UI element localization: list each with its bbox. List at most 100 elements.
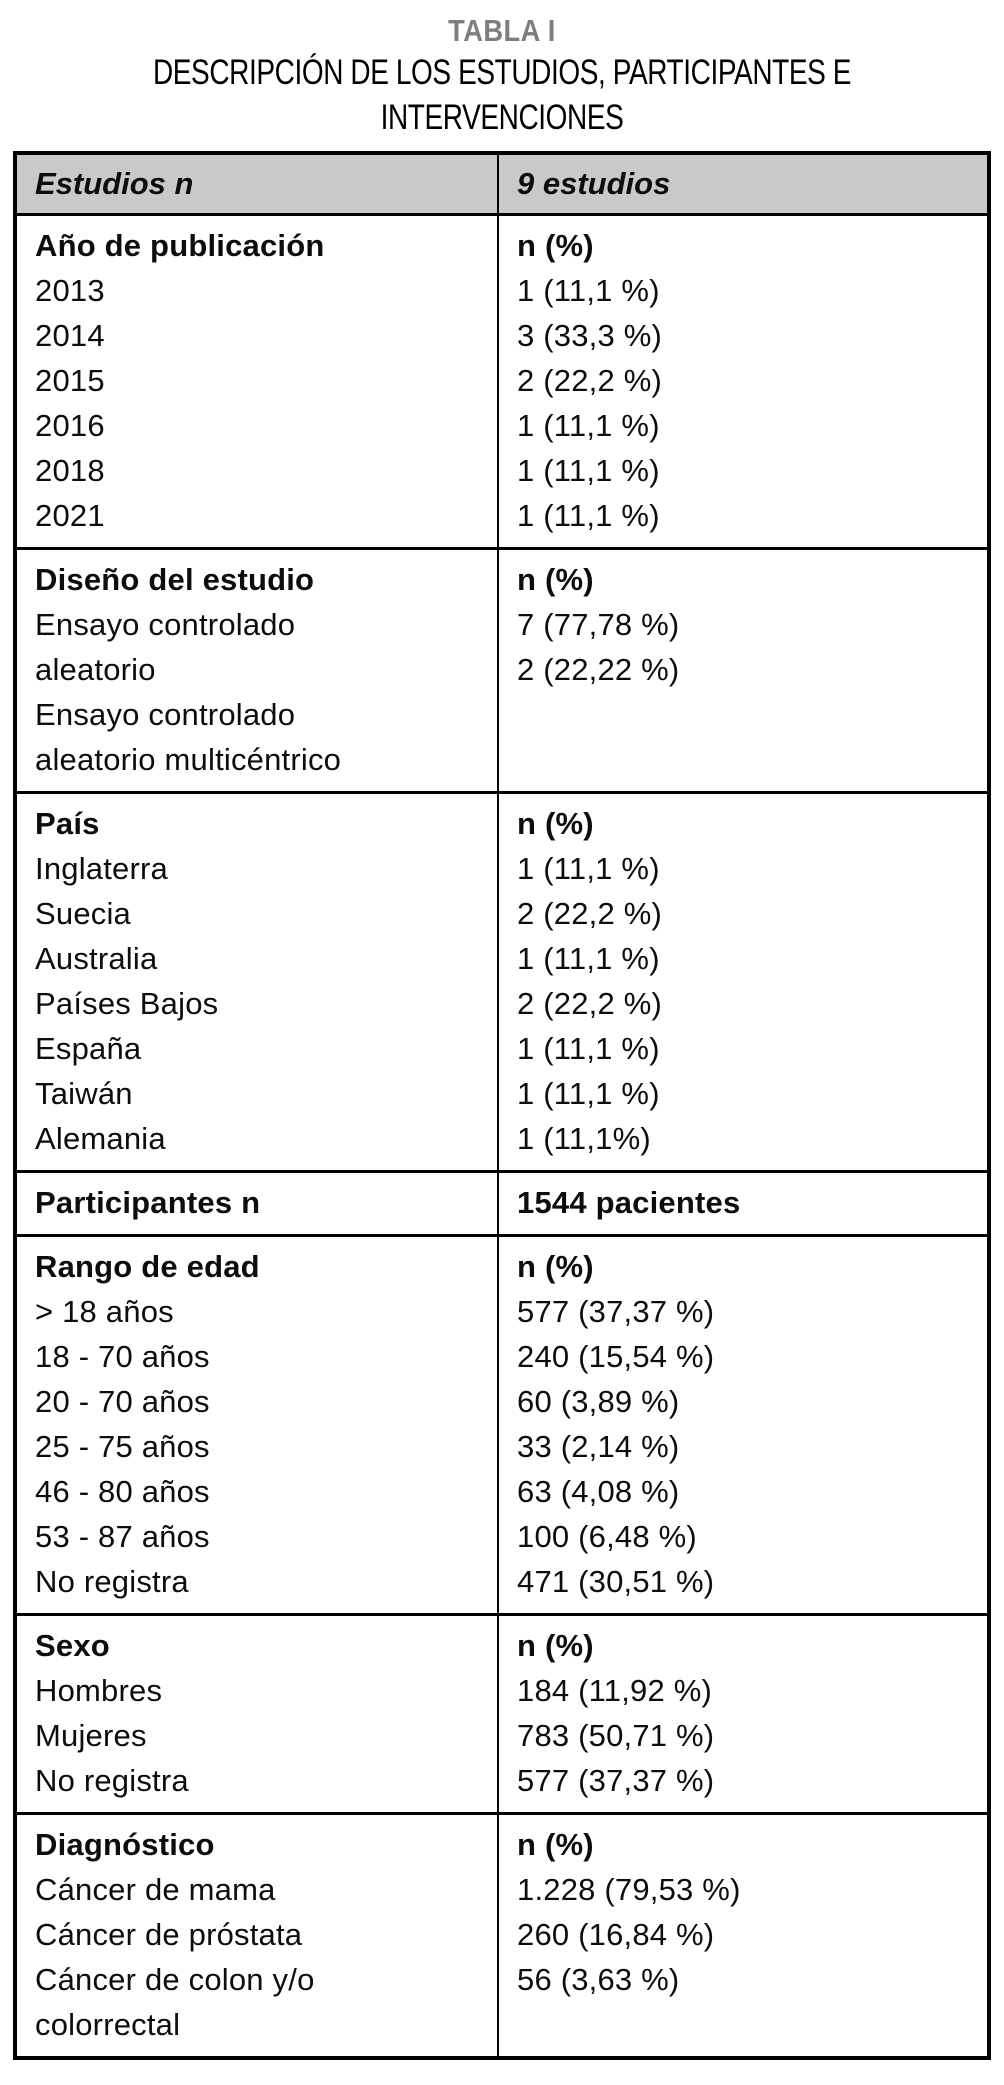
row-label: Sexo: [35, 1628, 110, 1663]
row-value: 33 (2,14 %): [517, 1429, 680, 1464]
table-title: TABLA I: [448, 13, 556, 48]
section-pais-right-cell: n (%) 1 (11,1 %) 2 (22,2 %) 1 (11,1 %) 2 (22…: [498, 791, 989, 1172]
section-row-pais: País Inglaterra Suecia Australia Países Bajo…: [15, 791, 989, 1172]
row-category: Cáncer de próstata: [35, 1917, 303, 1952]
table-body: Año de publicación 2013 2014 2015 2016 2018 20…: [15, 214, 989, 2058]
column-subheader: n (%): [517, 1827, 594, 1862]
row-value: 1 (11,1 %): [517, 273, 660, 308]
row-value: 1544 pacientes: [517, 1185, 741, 1220]
row-category: España: [35, 1031, 142, 1066]
row-category: Suecia: [35, 896, 131, 931]
column-subheader: n (%): [517, 562, 594, 597]
row-value: 1 (11,1 %): [517, 941, 660, 976]
studies-description-table: Estudios n 9 estudios Año de publicación…: [13, 151, 991, 2060]
table-subtitle: DESCRIPCIÓN DE LOS ESTUDIOS, PARTICIPANT…: [100, 50, 903, 140]
row-category: Inglaterra: [35, 851, 168, 886]
row-value: 3 (33,3 %): [517, 318, 663, 353]
section-row-ano-de-publicacion: Año de publicación 2013 2014 2015 2016 2018 20…: [15, 214, 989, 549]
row-value: 100 (6,48 %): [517, 1519, 697, 1554]
table-subtitle-line2: INTERVENCIONES: [380, 98, 624, 137]
section-participantes-right-cell: 1544 pacientes: [498, 1170, 989, 1236]
row-value: 1 (11,1 %): [517, 1076, 660, 1111]
section-sexo-right-cell: n (%) 184 (11,92 %) 783 (50,71 %) 577 (37,3…: [498, 1613, 989, 1814]
row-category: Países Bajos: [35, 986, 219, 1021]
table-caption: TABLA I DESCRIPCIÓN DE LOS ESTUDIOS, PAR…: [0, 0, 1004, 140]
section-row-diseno-del-estudio: Diseño del estudio Ensayo controlado aleat…: [15, 547, 989, 793]
row-value: 1.228 (79,53 %): [517, 1872, 741, 1907]
section-ano-de-publicacion-left-cell: Año de publicación 2013 2014 2015 2016 2018 20…: [15, 214, 499, 549]
row-value: 60 (3,89 %): [517, 1384, 680, 1419]
section-diagnostico-right-cell: n (%) 1.228 (79,53 %) 260 (16,84 %) 56 (3,6…: [498, 1812, 989, 2058]
row-category: No registra: [35, 1763, 189, 1798]
row-value: 1 (11,1%): [517, 1121, 651, 1156]
row-value: 63 (4,08 %): [517, 1474, 680, 1509]
row-label: Año de publicación: [35, 228, 325, 263]
row-value: 783 (50,71 %): [517, 1718, 715, 1753]
row-value: 471 (30,51 %): [517, 1564, 715, 1599]
section-row-participantes: Participantes n 1544 pacientes: [15, 1170, 989, 1236]
row-category: 2021: [35, 498, 105, 533]
section-diseno-del-estudio-right-cell: n (%) 7 (77,78 %) 2 (22,22 %): [498, 547, 989, 793]
row-category: 25 - 75 años: [35, 1429, 210, 1464]
row-category: Taiwán: [35, 1076, 133, 1111]
row-value: 577 (37,37 %): [517, 1763, 715, 1798]
row-category: 20 - 70 años: [35, 1384, 210, 1419]
section-pais-left-cell: País Inglaterra Suecia Australia Países Bajo…: [15, 791, 499, 1172]
row-value: 1 (11,1 %): [517, 498, 660, 533]
row-category: Mujeres: [35, 1718, 147, 1753]
row-category: Ensayo controlado: [35, 697, 296, 732]
row-label: País: [35, 806, 100, 841]
row-value: 1 (11,1 %): [517, 453, 660, 488]
section-row-rango-de-edad: Rango de edad > 18 años 18 - 70 años 20 - 7…: [15, 1234, 989, 1615]
section-rango-de-edad-left-cell: Rango de edad > 18 años 18 - 70 años 20 - 7…: [15, 1234, 499, 1615]
row-label: Diseño del estudio: [35, 562, 315, 597]
row-category: No registra: [35, 1564, 189, 1599]
row-label: Participantes n: [35, 1185, 261, 1220]
section-rango-de-edad-right-cell: n (%) 577 (37,37 %) 240 (15,54 %) 60 (3,89 …: [498, 1234, 989, 1615]
row-value: 2 (22,2 %): [517, 986, 663, 1021]
section-participantes-left-cell: Participantes n: [15, 1170, 499, 1236]
row-category: 53 - 87 años: [35, 1519, 210, 1554]
section-diseno-del-estudio-left-cell: Diseño del estudio Ensayo controlado aleat…: [15, 547, 499, 793]
section-row-diagnostico: Diagnóstico Cáncer de mama Cáncer de próst…: [15, 1812, 989, 2058]
row-label: Diagnóstico: [35, 1827, 215, 1862]
row-category: 18 - 70 años: [35, 1339, 210, 1374]
row-category: 2014: [35, 318, 105, 353]
section-sexo-left-cell: Sexo Hombres Mujeres No registra: [15, 1613, 499, 1814]
row-category: aleatorio multicéntrico: [35, 742, 342, 777]
row-value: 2 (22,2 %): [517, 896, 663, 931]
row-category: > 18 años: [35, 1294, 174, 1329]
section-diagnostico-left-cell: Diagnóstico Cáncer de mama Cáncer de próst…: [15, 1812, 499, 2058]
header-cell-estudios-n: Estudios n: [15, 153, 499, 216]
row-category: 2018: [35, 453, 105, 488]
row-value: 184 (11,92 %): [517, 1673, 713, 1708]
column-subheader: n (%): [517, 1249, 594, 1284]
header-cell-9-estudios: 9 estudios: [498, 153, 989, 216]
column-subheader: n (%): [517, 806, 594, 841]
section-row-sexo: Sexo Hombres Mujeres No registra n (%) 184 (1…: [15, 1613, 989, 1814]
row-label: Rango de edad: [35, 1249, 260, 1284]
row-category: Australia: [35, 941, 158, 976]
column-subheader: n (%): [517, 1628, 594, 1663]
row-category: colorrectal: [35, 2007, 181, 2042]
row-category: Alemania: [35, 1121, 166, 1156]
section-ano-de-publicacion-right-cell: n (%) 1 (11,1 %) 3 (33,3 %) 2 (22,2 %) 1 (11…: [498, 215, 989, 549]
row-category: Cáncer de mama: [35, 1872, 276, 1907]
row-value: 1 (11,1 %): [517, 1031, 660, 1066]
row-category: Ensayo controlado: [35, 607, 296, 642]
row-value: 1 (11,1 %): [517, 851, 660, 886]
row-category: aleatorio: [35, 652, 156, 687]
row-value: 2 (22,22 %): [517, 652, 680, 687]
row-category: 2013: [35, 273, 105, 308]
row-value: 2 (22,2 %): [517, 363, 663, 398]
table-subtitle-line1: DESCRIPCIÓN DE LOS ESTUDIOS, PARTICIPANT…: [152, 53, 852, 92]
row-value: 240 (15,54 %): [517, 1339, 715, 1374]
row-category: 46 - 80 años: [35, 1474, 210, 1509]
row-value: 7 (77,78 %): [517, 607, 680, 642]
row-value: 56 (3,63 %): [517, 1962, 680, 1997]
column-subheader: n (%): [517, 228, 594, 263]
row-category: Cáncer de colon y/o: [35, 1962, 315, 1997]
row-value: 577 (37,37 %): [517, 1294, 715, 1329]
row-value: 260 (16,84 %): [517, 1917, 715, 1952]
